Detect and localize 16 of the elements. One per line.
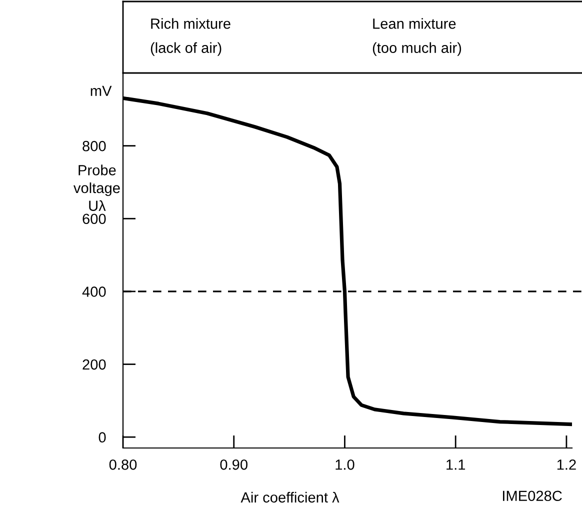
y-axis-title: Probe voltage Uλ xyxy=(73,164,120,211)
x-tick-label: 1.1 xyxy=(446,460,466,470)
text: Lean mixture (too much air) xyxy=(372,18,462,56)
x-tick-label: 0.90 xyxy=(220,459,248,470)
x-tick-label: 1.0 xyxy=(336,459,354,470)
text: mV xyxy=(90,86,112,96)
text: IME028C xyxy=(502,490,562,502)
y-tick-label: 800 xyxy=(82,140,106,152)
y-tick-label: 200 xyxy=(82,359,106,370)
text: Rich mixture (lack of air) xyxy=(150,18,230,56)
x-tick-label: 0.80 xyxy=(109,459,137,470)
y-tick-label: 400 xyxy=(82,286,106,297)
y-tick-label: 600 xyxy=(82,214,106,224)
x-axis-title: Air coefficient λ xyxy=(240,492,340,503)
x-tick-label: 1.2 xyxy=(557,459,576,470)
y-tick-label: 0 xyxy=(98,432,106,443)
